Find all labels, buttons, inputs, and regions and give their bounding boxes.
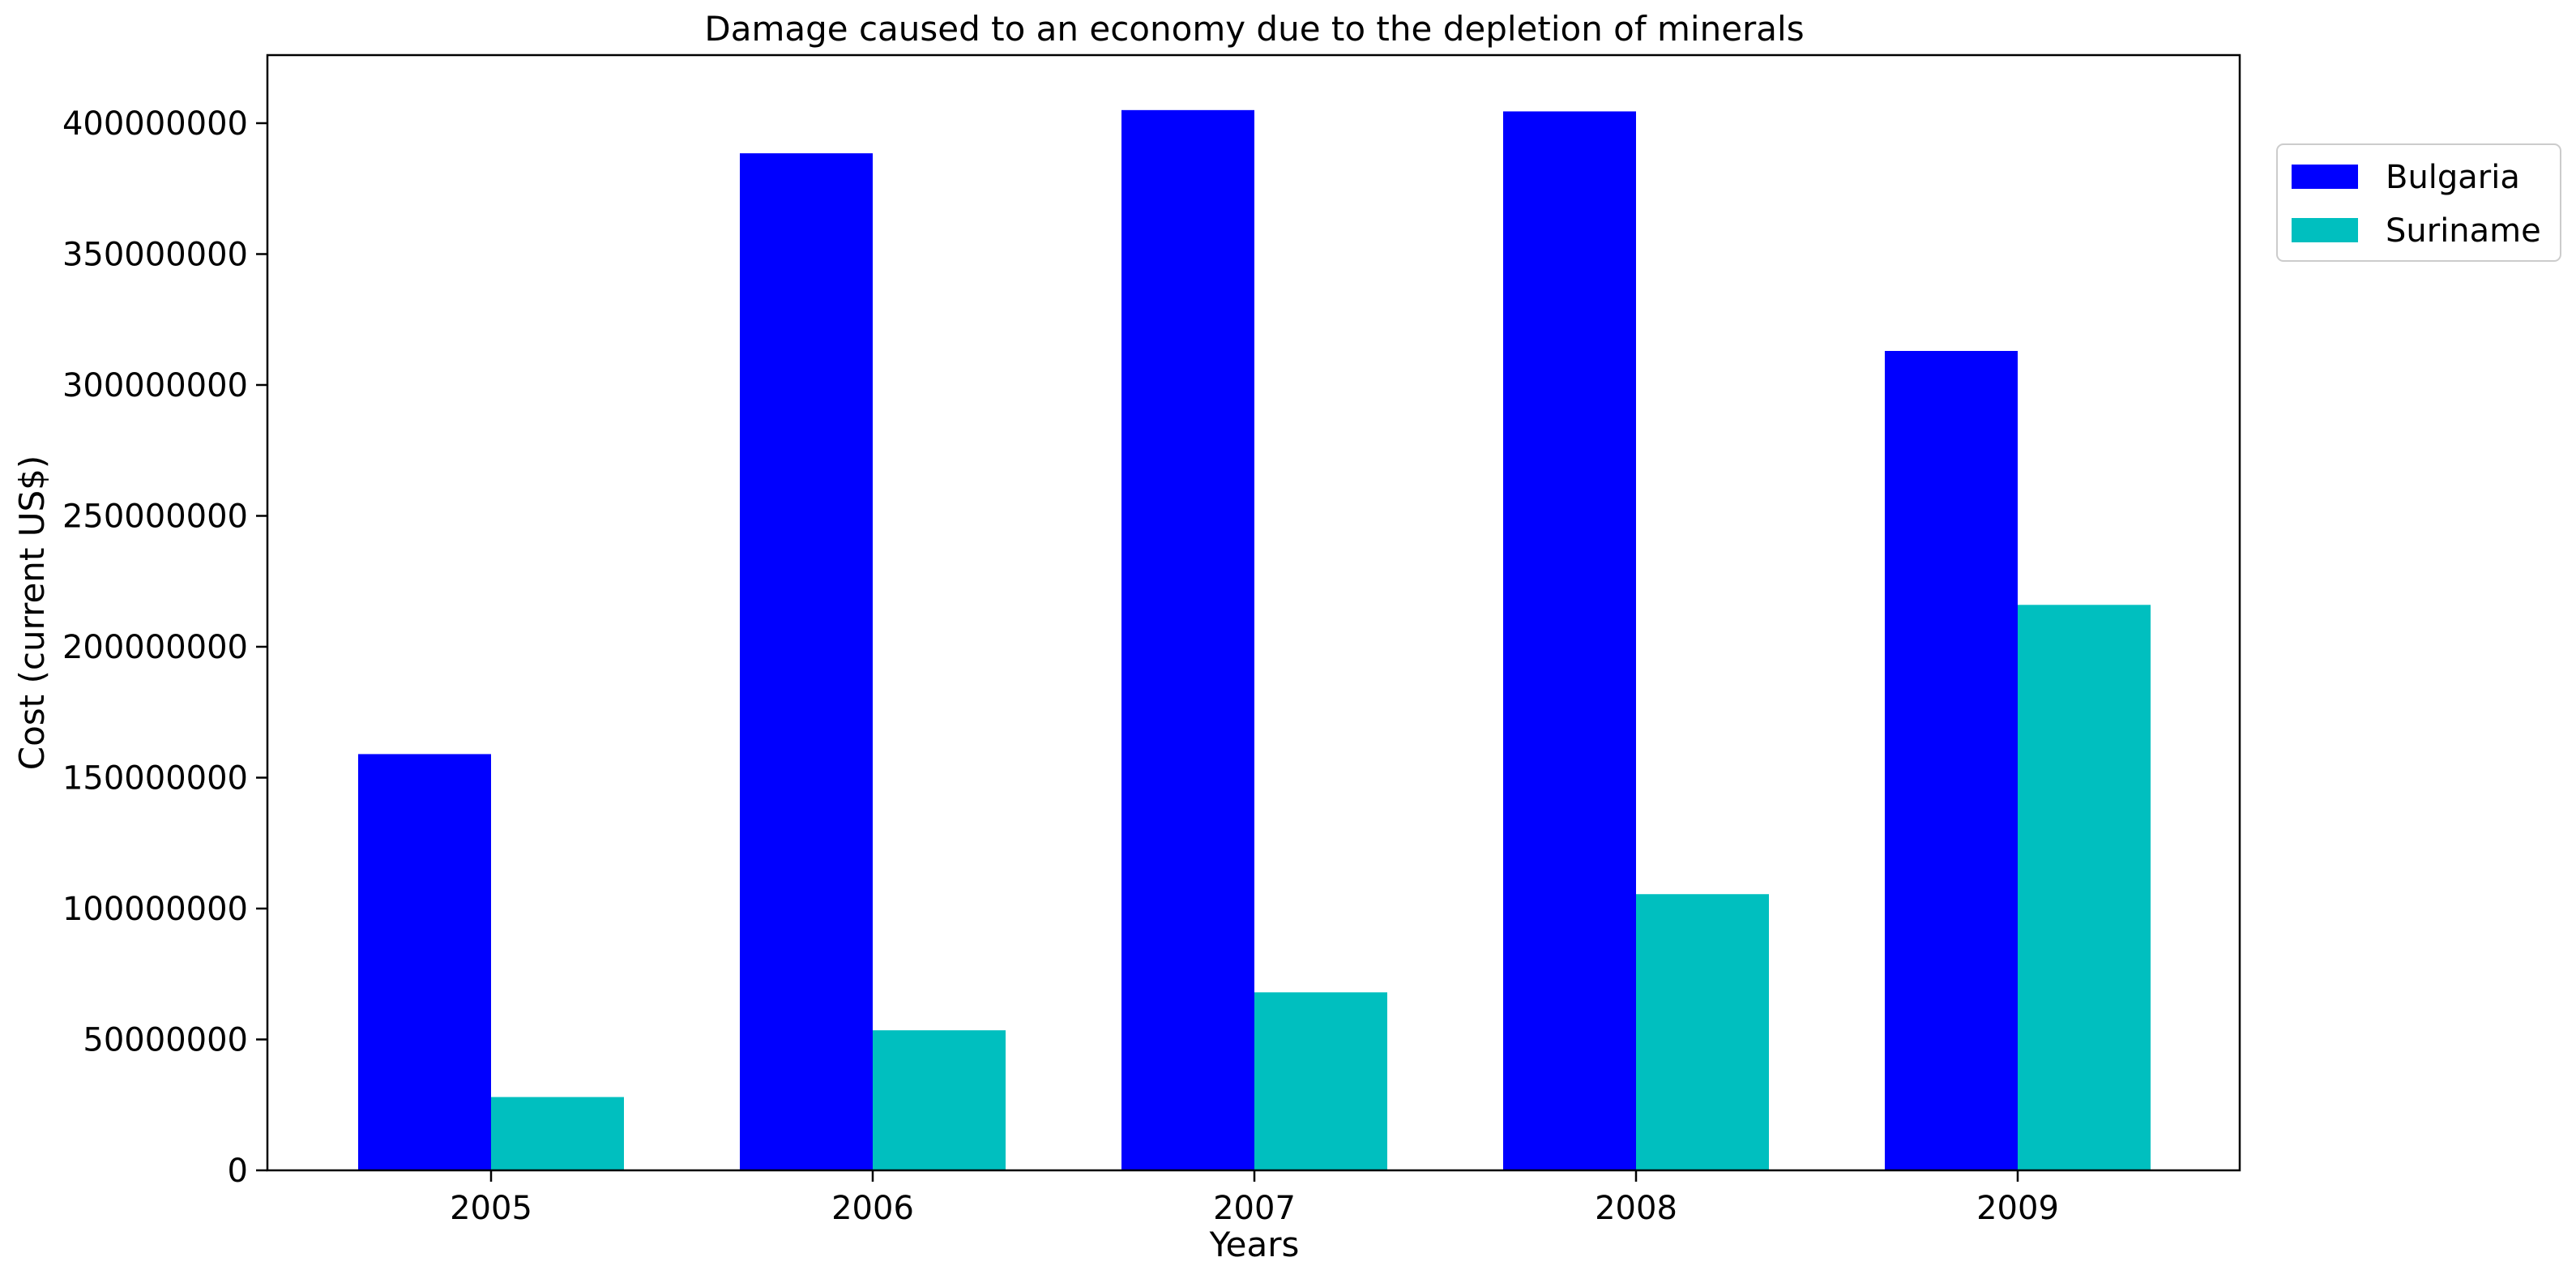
bar-suriname-2005 [491, 1097, 624, 1170]
y-tick-label: 50000000 [83, 1021, 248, 1058]
y-tick-label: 350000000 [62, 236, 248, 273]
x-axis-label: Years [1209, 1225, 1300, 1264]
bar-suriname-2009 [2018, 605, 2151, 1170]
x-tick-label: 2005 [450, 1190, 532, 1227]
x-tick-label: 2009 [1976, 1190, 2059, 1227]
y-tick-label: 200000000 [62, 629, 248, 666]
bar-bulgaria-2007 [1121, 109, 1254, 1171]
x-tick-label: 2007 [1213, 1190, 1296, 1227]
bar-suriname-2008 [1636, 894, 1769, 1170]
bar-bulgaria-2009 [1885, 350, 2018, 1170]
y-axis: 0 50000000 100000000 150000000 200000000 2500… [62, 105, 267, 1190]
y-axis-label: Cost (current US$) [12, 455, 52, 770]
legend-label-bulgaria: Bulgaria [2386, 159, 2520, 196]
bar-bulgaria-2005 [358, 754, 491, 1170]
bar-bulgaria-2008 [1503, 111, 1636, 1170]
legend-swatch-bulgaria [2292, 165, 2358, 189]
y-tick-label: 400000000 [62, 105, 248, 143]
x-tick-label: 2006 [831, 1190, 914, 1227]
y-tick-label: 0 [228, 1153, 248, 1190]
y-tick-label: 150000000 [62, 759, 248, 797]
chart-marks [358, 109, 2151, 1171]
y-tick-label: 300000000 [62, 367, 248, 404]
x-tick-label: 2008 [1595, 1190, 1677, 1227]
legend-swatch-suriname [2292, 218, 2358, 242]
legend-label-suriname: Suriname [2386, 212, 2541, 250]
y-tick-label: 100000000 [62, 891, 248, 928]
bar-suriname-2006 [873, 1030, 1006, 1170]
legend: Bulgaria Suriname [2276, 143, 2561, 262]
bar-suriname-2007 [1254, 992, 1387, 1170]
chart-title: Damage caused to an economy due to the d… [704, 9, 1804, 49]
y-tick-label: 250000000 [62, 498, 248, 535]
bar-bulgaria-2006 [740, 153, 873, 1171]
x-axis: 2005 2006 2007 2008 2009 [450, 1170, 2059, 1227]
